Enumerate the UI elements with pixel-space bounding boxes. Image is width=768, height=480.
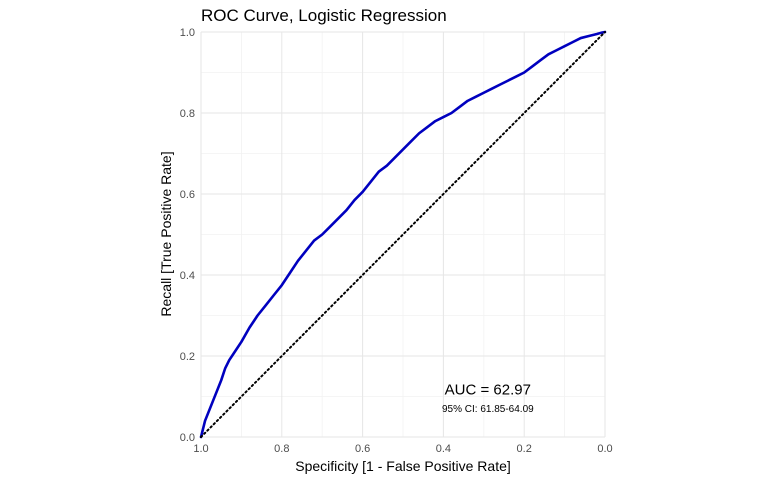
y-tick-label: 1.0 [180,27,195,39]
x-tick-label: 0.6 [355,443,370,455]
x-axis-title: Specificity [1 - False Positive Rate] [295,458,511,474]
y-tick-label: 0.6 [180,189,195,201]
x-tick-labels: 1.0 0.8 0.6 0.4 0.2 0.0 [193,443,612,455]
y-tick-label: 0.2 [180,351,195,363]
auc-annotation: AUC = 62.97 [445,381,531,398]
x-tick-label: 0.8 [274,443,289,455]
y-axis-title: Recall [True Positive Rate] [158,151,174,316]
chart-title: ROC Curve, Logistic Regression [201,6,447,25]
x-tick-label: 0.0 [597,443,612,455]
x-tick-label: 1.0 [193,443,208,455]
y-tick-label: 0.8 [180,108,195,120]
ci-annotation: 95% CI: 61.85-64.09 [442,404,534,415]
x-tick-label: 0.4 [436,443,451,455]
reference-diagonal-line [200,31,606,438]
grid [200,31,606,438]
y-tick-label: 0.4 [180,270,195,282]
annotations: AUC = 62.97 95% CI: 61.85-64.09 [442,381,534,414]
y-tick-label: 0.0 [180,432,195,444]
series-layer [199,30,607,439]
roc-curve-line [199,30,607,439]
x-tick-label: 0.2 [517,443,532,455]
y-tick-labels: 0.0 0.2 0.4 0.6 0.8 1.0 [180,27,195,444]
